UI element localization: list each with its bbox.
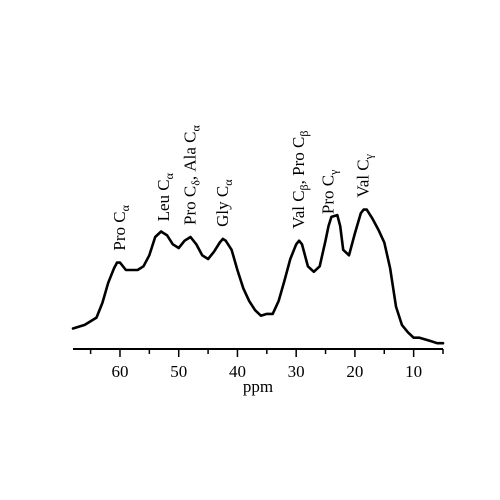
spectrum-line [71, 208, 445, 345]
x-tick-label: 10 [405, 362, 422, 381]
peak-label: Pro Cγ [319, 169, 341, 214]
peak-label: Leu Cα [154, 172, 176, 221]
peak-label: Pro Cδ, Ala Cα [181, 124, 203, 225]
x-tick-label: 20 [346, 362, 363, 381]
peak-label: Val Cβ, Pro Cβ [289, 131, 311, 229]
x-tick-label: 60 [111, 362, 128, 381]
x-axis-title: ppm [243, 377, 273, 396]
peak-label: Pro Cα [110, 204, 132, 250]
x-tick-label: 40 [229, 362, 246, 381]
peak-label: Val Cγ [354, 153, 376, 197]
peak-label: Gly Cα [213, 179, 235, 227]
x-tick-label: 50 [170, 362, 187, 381]
spectrum-layer [71, 208, 445, 345]
x-axis-ticks: 60 50 40 30 20 10 [89, 349, 444, 381]
x-tick-label: 30 [288, 362, 305, 381]
